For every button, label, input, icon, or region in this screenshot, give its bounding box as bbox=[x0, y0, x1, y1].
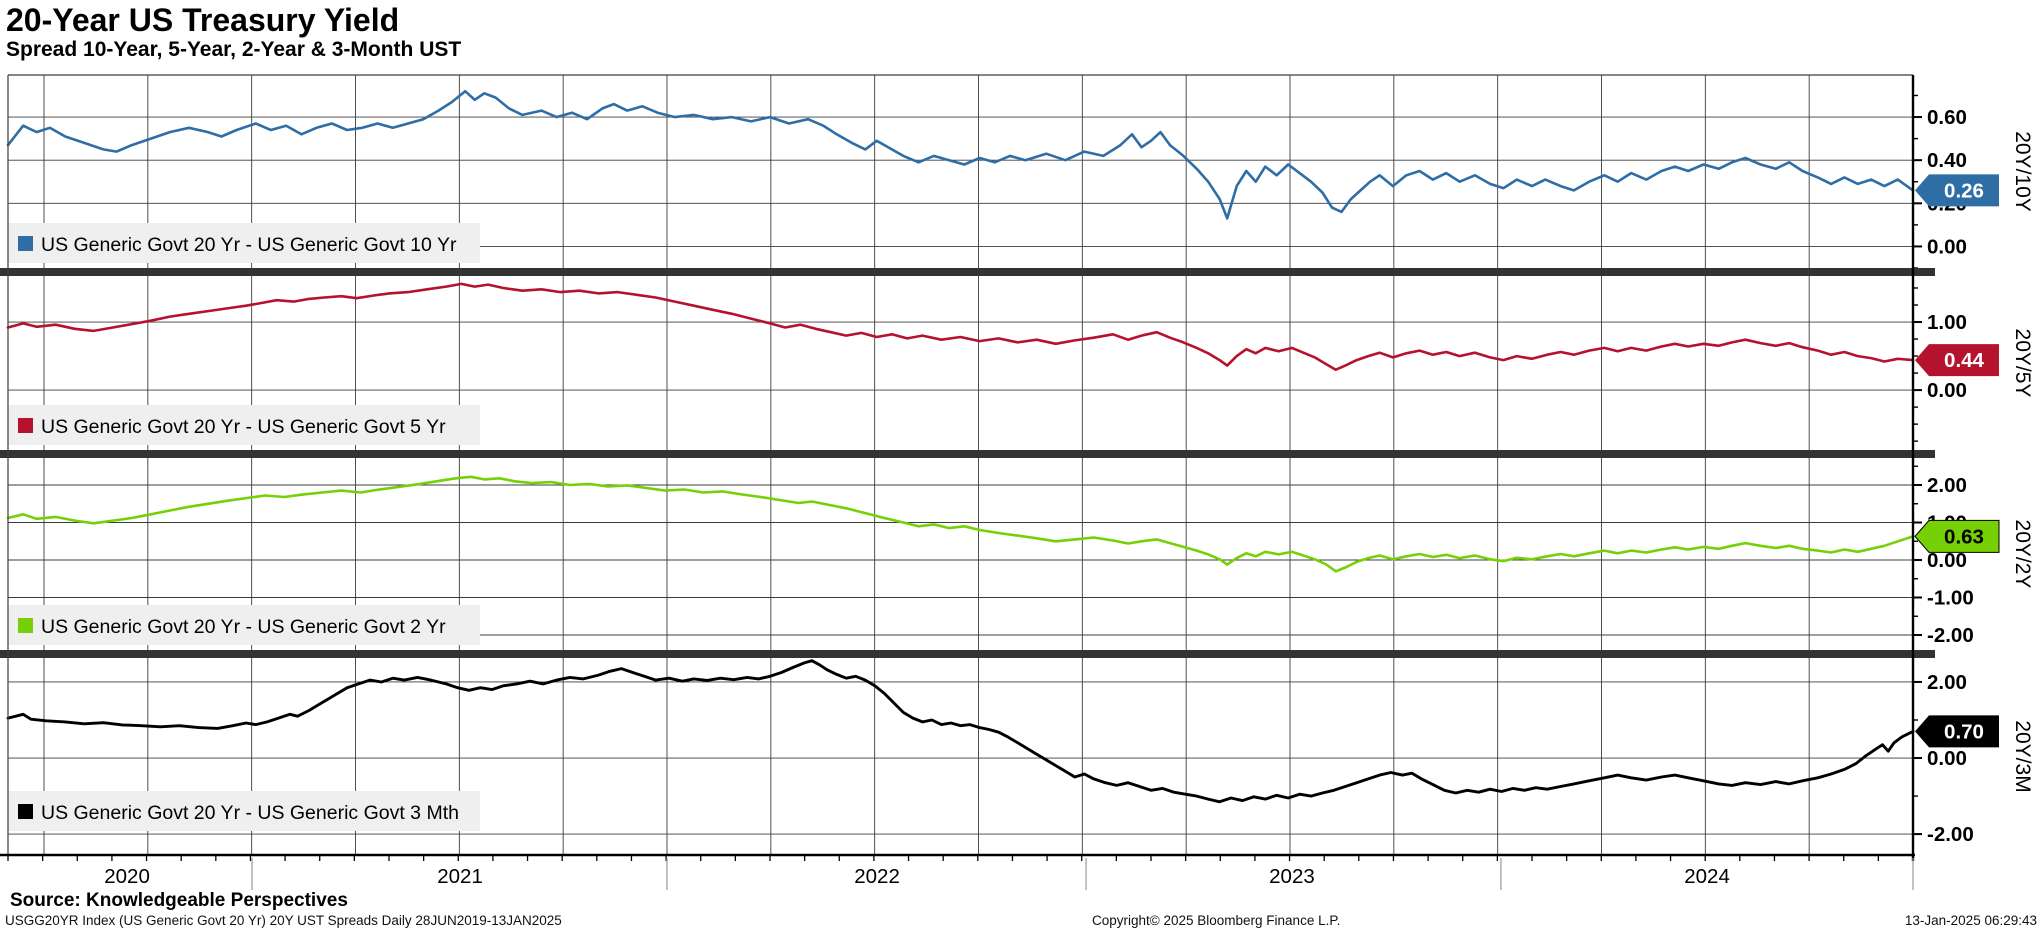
legend-20y-5y: US Generic Govt 20 Yr - US Generic Govt … bbox=[8, 405, 480, 445]
legend-label: US Generic Govt 20 Yr - US Generic Govt … bbox=[41, 802, 459, 824]
legend-background bbox=[8, 791, 480, 831]
axis-tick-label: 2.00 bbox=[1927, 671, 1967, 694]
axis-title-20y-5y: 20Y/5Y bbox=[2011, 329, 2034, 398]
axis-tick-label: -1.00 bbox=[1927, 587, 1974, 610]
value-tag-text: 0.63 bbox=[1944, 525, 1984, 548]
value-tag-shape bbox=[1915, 344, 1999, 377]
legend-20y-3m: US Generic Govt 20 Yr - US Generic Govt … bbox=[8, 791, 480, 831]
axis-tick-label: 0.60 bbox=[1927, 106, 1967, 129]
axis-tick-label: 0.00 bbox=[1927, 235, 1967, 258]
series-line-20y-10y bbox=[6, 89, 1915, 220]
panel-20y-5y: US Generic Govt 20 Yr - US Generic Govt … bbox=[6, 276, 2034, 450]
series-line-20y-3m bbox=[6, 659, 1915, 804]
page-subtitle: Spread 10-Year, 5-Year, 2-Year & 3-Month… bbox=[6, 38, 462, 61]
panel-separator bbox=[0, 450, 1935, 458]
value-tag-shape bbox=[1915, 715, 1999, 748]
value-tag-20y-3m: 0.70 bbox=[1915, 715, 1999, 748]
axis-tick-label: -2.00 bbox=[1927, 624, 1974, 647]
axis-tick-label: 0.00 bbox=[1927, 379, 1967, 402]
legend-20y-2y: US Generic Govt 20 Yr - US Generic Govt … bbox=[8, 605, 480, 645]
footer-security-info: USGG20YR Index (US Generic Govt 20 Yr) 2… bbox=[5, 913, 562, 928]
x-axis-year-label: 2022 bbox=[854, 865, 900, 888]
value-tag-20y-2y: 0.63 bbox=[1914, 519, 2000, 553]
axis-title-20y-3m: 20Y/3M bbox=[2011, 720, 2034, 792]
value-tag-20y-10y: 0.26 bbox=[1915, 174, 1999, 207]
value-tag-text: 0.70 bbox=[1944, 720, 1984, 743]
legend-20y-10y: US Generic Govt 20 Yr - US Generic Govt … bbox=[8, 223, 480, 263]
footer-copyright: Copyright© 2025 Bloomberg Finance L.P. bbox=[1092, 913, 1341, 928]
x-axis-year-label: 2023 bbox=[1269, 865, 1315, 888]
series-line-20y-2y bbox=[6, 475, 1915, 573]
panel-20y-10y: US Generic Govt 20 Yr - US Generic Govt … bbox=[6, 75, 2034, 269]
x-axis-year-label: 2020 bbox=[104, 865, 150, 888]
panel-separator bbox=[0, 268, 1935, 276]
x-axis-year-label: 2024 bbox=[1684, 865, 1730, 888]
axis-tick-label: -2.00 bbox=[1927, 823, 1974, 846]
legend-swatch-icon bbox=[18, 236, 33, 251]
value-tag-20y-5y: 0.44 bbox=[1915, 344, 1999, 377]
series-line-20y-5y bbox=[6, 282, 1915, 371]
axis-tick-label: 0.00 bbox=[1927, 747, 1967, 770]
legend-label: US Generic Govt 20 Yr - US Generic Govt … bbox=[41, 616, 446, 638]
panel-20y-3m: US Generic Govt 20 Yr - US Generic Govt … bbox=[6, 658, 2034, 855]
value-tag-text: 0.26 bbox=[1944, 179, 1984, 202]
legend-background bbox=[8, 223, 480, 263]
axis-tick-label: 1.00 bbox=[1927, 311, 1967, 334]
legend-label: US Generic Govt 20 Yr - US Generic Govt … bbox=[41, 234, 457, 256]
legend-swatch-icon bbox=[18, 618, 33, 633]
axis-title-20y-2y: 20Y/2Y bbox=[2011, 520, 2034, 589]
value-tag-shape bbox=[1914, 519, 2000, 553]
axis-title-20y-10y: 20Y/10Y bbox=[2011, 131, 2034, 212]
page-title: 20-Year US Treasury Yield bbox=[6, 2, 400, 38]
legend-background bbox=[8, 405, 480, 445]
value-tag-text: 0.44 bbox=[1944, 349, 1984, 372]
panel-20y-2y: US Generic Govt 20 Yr - US Generic Govt … bbox=[6, 458, 2034, 650]
axis-tick-label: 2.00 bbox=[1927, 474, 1967, 497]
legend-swatch-icon bbox=[18, 418, 33, 433]
legend-background bbox=[8, 605, 480, 645]
source-label: Source: Knowledgeable Perspectives bbox=[10, 890, 348, 911]
legend-swatch-icon bbox=[18, 804, 33, 819]
value-tag-shape bbox=[1915, 174, 1999, 207]
axis-tick-label: 0.00 bbox=[1927, 549, 1967, 572]
x-axis-year-label: 2021 bbox=[437, 865, 483, 888]
axis-tick-label: 0.40 bbox=[1927, 149, 1967, 172]
legend-label: US Generic Govt 20 Yr - US Generic Govt … bbox=[41, 416, 446, 438]
panel-separator bbox=[0, 650, 1935, 658]
footer-timestamp: 13-Jan-2025 06:29:43 bbox=[1904, 913, 2037, 928]
